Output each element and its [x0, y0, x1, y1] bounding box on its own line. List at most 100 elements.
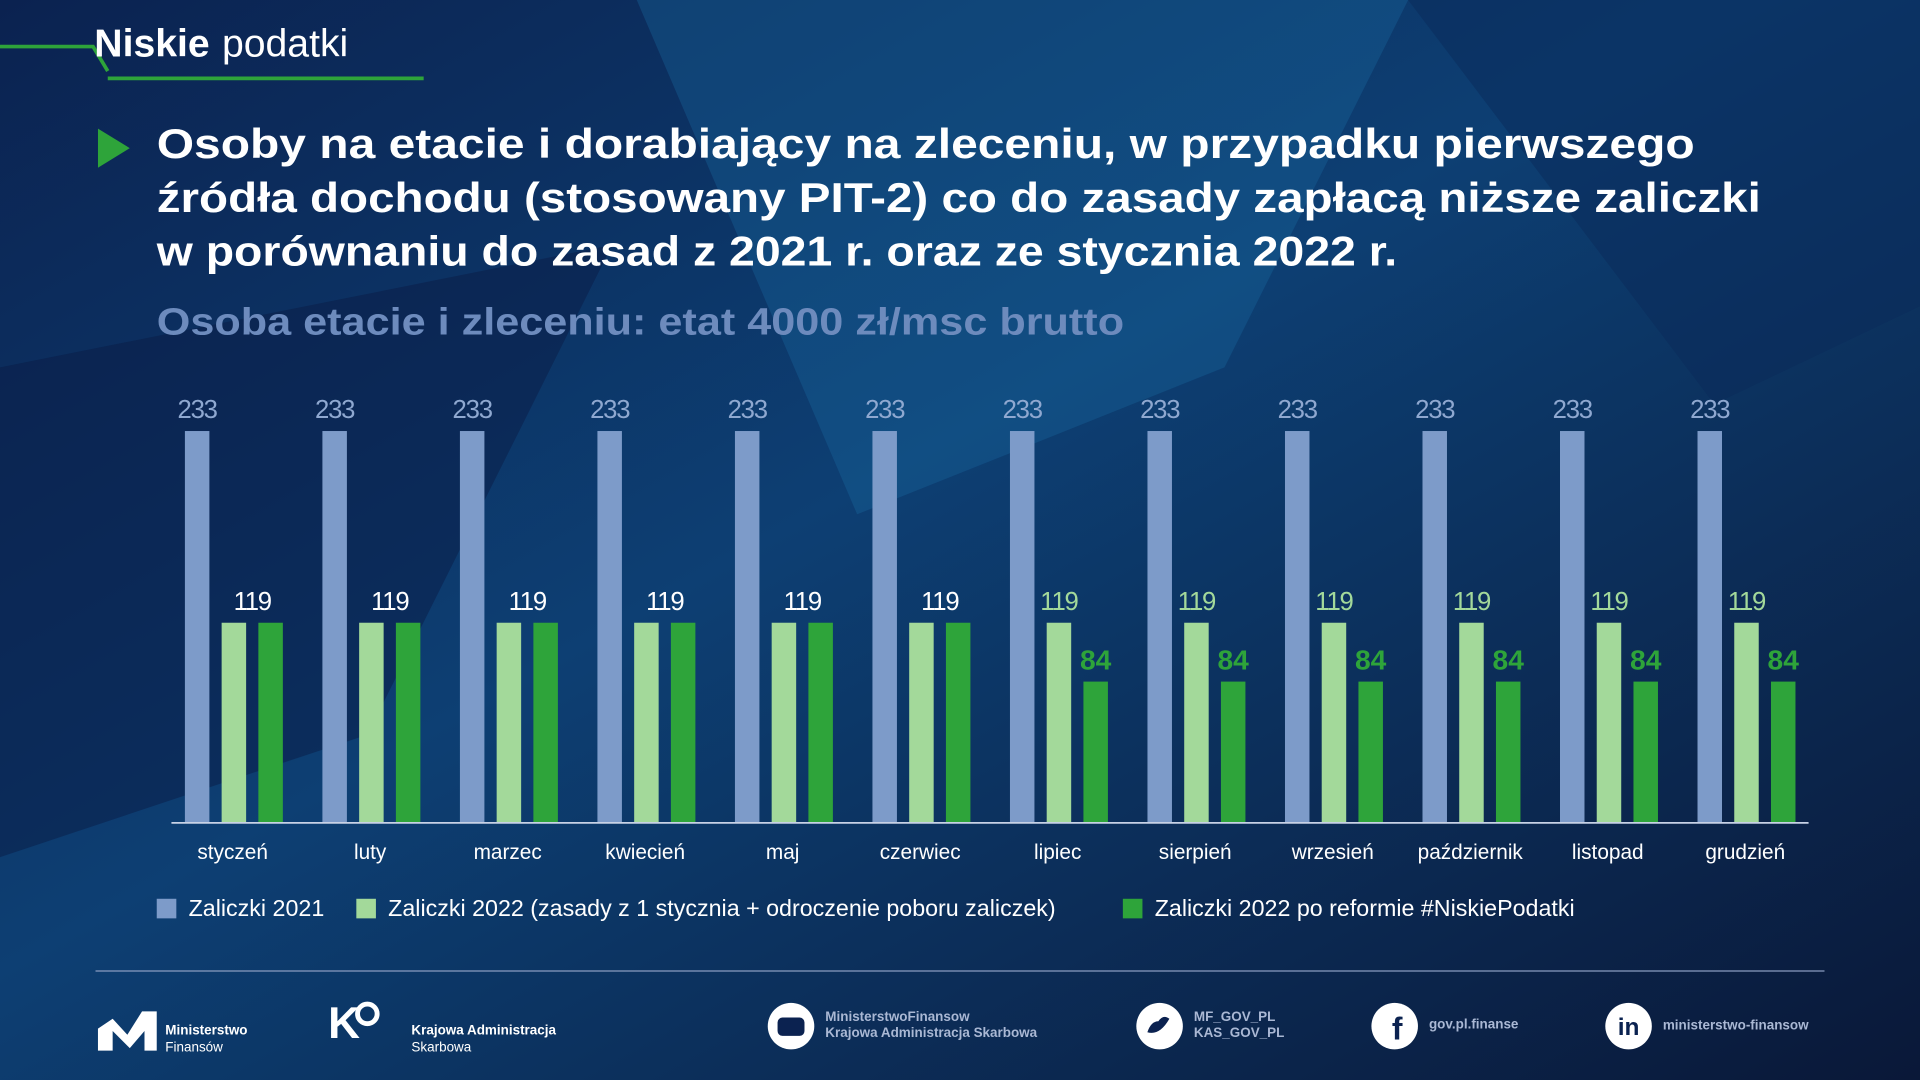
value-label: 119 [509, 588, 547, 616]
mf-name: Finansów [165, 1040, 223, 1055]
x-tick-label: grudzień [1705, 841, 1785, 864]
bar [1697, 431, 1722, 823]
bar [322, 431, 347, 823]
bar [1459, 622, 1484, 823]
mf-logo [97, 1011, 157, 1051]
value-label: 233 [453, 396, 493, 424]
plot: styczeń 233 119 luty 233 119 marzec 233 119 kwiec… [156, 396, 1809, 921]
linkedin-icon: in [1618, 1014, 1640, 1041]
youtube-text: MinisterstwoFinansow [825, 1009, 970, 1024]
x-tick-label: listopad [1572, 841, 1644, 864]
bar [221, 622, 247, 823]
x-tick-label: styczeń [197, 841, 268, 864]
youtube-icon [777, 1017, 805, 1036]
value-label: 119 [1728, 588, 1766, 616]
bar [808, 622, 833, 823]
bar [1321, 622, 1347, 823]
legend-swatch [156, 898, 177, 919]
bar [945, 622, 971, 823]
chart-title: Osoby na etacie i dorabiający na zleceni… [157, 120, 1695, 167]
bar [184, 431, 210, 823]
facebook-icon: f [1392, 1010, 1403, 1046]
x-tick-label: październik [1418, 841, 1524, 864]
value-label: 84 [1630, 644, 1662, 675]
bg-shape [636, 0, 1409, 515]
value-label: 84 [1768, 644, 1800, 675]
value-label: 119 [371, 588, 409, 616]
mf-name: Ministerstwo [165, 1023, 247, 1038]
value-label: 233 [178, 396, 218, 424]
x-tick-label: kwiecień [605, 841, 685, 864]
legend-label: Zaliczki 2022 po reformie #NiskiePodatki [1155, 895, 1575, 921]
chart-subtitle: Osoba etacie i zleceniu: etat 4000 zł/ms… [157, 302, 1124, 344]
value-label: 119 [1315, 588, 1353, 616]
bar [1596, 622, 1622, 823]
facebook-text: gov.pl.finanse [1429, 1016, 1519, 1031]
bar [1560, 431, 1585, 823]
bar [1495, 681, 1521, 823]
value-label: 233 [315, 396, 355, 424]
kas-name: Krajowa Administracja [411, 1023, 556, 1038]
bar [1184, 622, 1209, 823]
bar [909, 622, 934, 823]
bar [1046, 622, 1072, 823]
title-bullet [97, 128, 130, 168]
value-label: 233 [1003, 396, 1043, 424]
bar [670, 622, 696, 823]
legend-swatch [356, 898, 376, 919]
kas-logo: K [328, 999, 360, 1048]
bar [872, 431, 897, 823]
value-label: 84 [1355, 644, 1387, 675]
value-label: 84 [1493, 644, 1525, 675]
value-label: 84 [1080, 644, 1112, 675]
value-label: 233 [1140, 396, 1180, 424]
x-tick-label: czerwiec [880, 841, 961, 864]
bar [1633, 681, 1658, 823]
bar [1770, 681, 1796, 823]
bar [496, 622, 522, 823]
value-label: 233 [865, 396, 905, 424]
value-label: 84 [1218, 644, 1250, 675]
kas-logo [355, 1001, 380, 1027]
value-label: 119 [1040, 588, 1078, 616]
value-label: 233 [1415, 396, 1455, 424]
value-label: 233 [728, 396, 768, 424]
linkedin-text: ministerstwo-finansow [1663, 1018, 1809, 1033]
value-label: 233 [1553, 396, 1593, 424]
bar [1358, 681, 1383, 823]
value-label: 119 [646, 588, 684, 616]
x-tick-label: marzec [474, 841, 542, 864]
value-label: 233 [1690, 396, 1730, 424]
kas-name: Skarbowa [411, 1040, 471, 1055]
header-accent [0, 44, 110, 72]
legend-label: Zaliczki 2021 [189, 895, 325, 921]
x-tick-label: maj [766, 841, 800, 864]
brand-light: podatki [222, 23, 348, 66]
bar [258, 622, 283, 823]
legend-swatch [1122, 898, 1143, 919]
bar [771, 622, 797, 823]
chart-title: źródła dochodu (stosowany PIT-2) co do z… [157, 174, 1761, 221]
bg-shape [1408, 0, 1920, 405]
x-tick-label: sierpień [1159, 841, 1232, 864]
youtube-text: Krajowa Administracja Skarbowa [825, 1025, 1037, 1040]
value-label: 119 [784, 588, 822, 616]
bar [533, 622, 558, 823]
linkedin-icon[interactable] [1605, 1002, 1652, 1050]
bar [734, 431, 760, 823]
facebook-icon[interactable] [1371, 1002, 1418, 1050]
value-label: 233 [590, 396, 630, 424]
bar [1220, 681, 1246, 823]
bar [1422, 431, 1447, 823]
value-label: 119 [921, 588, 959, 616]
bar [359, 622, 384, 823]
bar [634, 622, 659, 823]
brand-bold: Niskie [94, 23, 209, 66]
chart-title: w porównaniu do zasad z 2021 r. oraz ze … [156, 228, 1398, 275]
bar [1734, 622, 1759, 823]
x-tick-label: luty [354, 841, 387, 864]
twitter-icon [1147, 1016, 1170, 1033]
value-label: 119 [1453, 588, 1491, 616]
